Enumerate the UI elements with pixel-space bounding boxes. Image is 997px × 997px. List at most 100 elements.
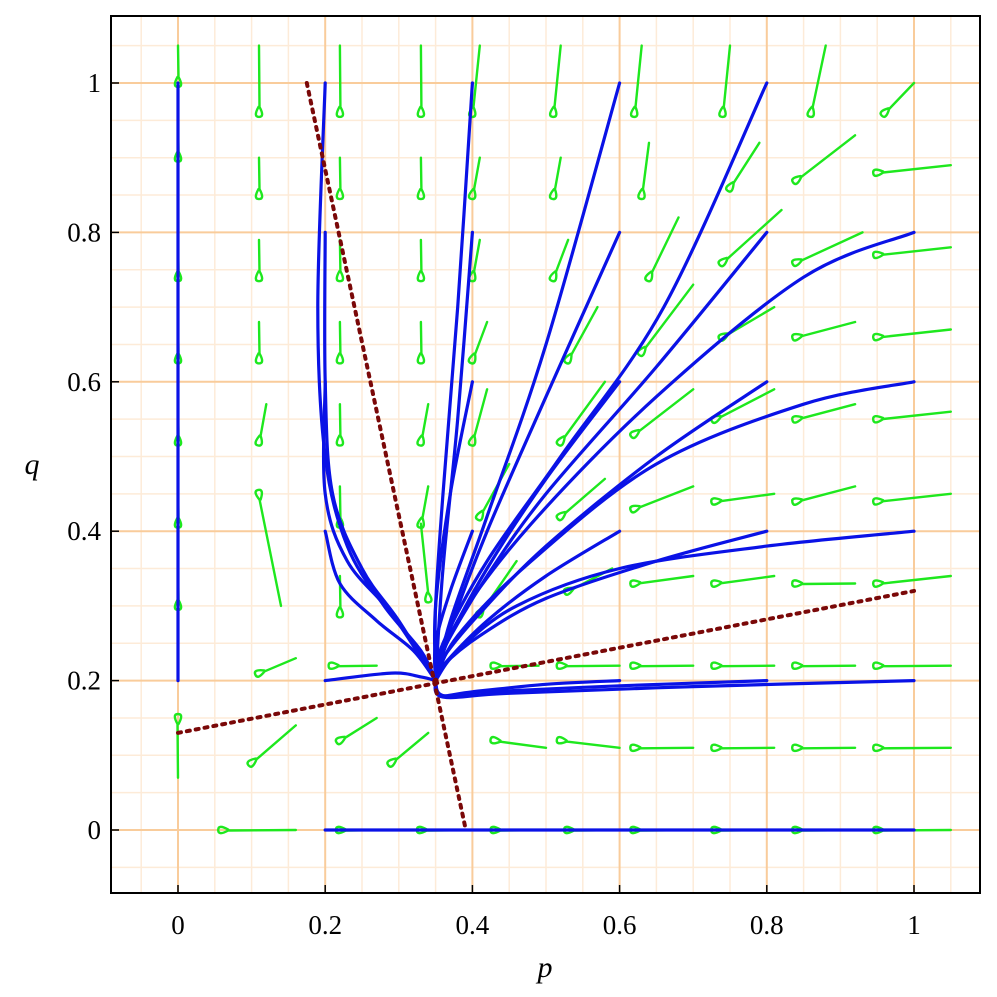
x-axis-ticks: 0 0.2 0.4 0.6 0.8 1 [171, 885, 921, 940]
x-tick-label: 0.8 [750, 910, 784, 940]
direction-arrow [254, 488, 283, 608]
trajectory-curve [323, 671, 438, 683]
direction-arrow [629, 388, 695, 440]
direction-arrow [872, 661, 952, 671]
direction-arrow [548, 156, 562, 201]
direction-arrow [467, 156, 481, 201]
direction-arrow [254, 403, 268, 447]
plot-frame [110, 15, 981, 894]
direction-arrow [467, 320, 489, 365]
direction-arrow [563, 305, 599, 365]
direction-arrow [629, 485, 695, 514]
y-tick-label: 0.6 [67, 367, 101, 397]
trajectory-curve [321, 380, 438, 683]
direction-arrow [416, 44, 426, 119]
trajectory-curve [434, 529, 916, 683]
direction-arrow [416, 320, 426, 365]
trajectory-curve [323, 529, 438, 683]
direction-arrow [489, 735, 548, 749]
x-tick-label: 0.6 [603, 910, 637, 940]
separatrix-line [304, 81, 468, 829]
trajectory-curve [323, 230, 438, 683]
direction-arrow [718, 44, 732, 119]
direction-arrow [724, 141, 761, 193]
x-axis-label: p [536, 951, 553, 984]
direction-arrow [555, 477, 607, 522]
trajectories [176, 81, 916, 832]
direction-arrow [254, 238, 264, 283]
direction-arrow [791, 320, 857, 342]
x-tick-label: 0.2 [308, 910, 342, 940]
direction-arrow [879, 81, 916, 119]
direction-arrow [871, 246, 952, 260]
direction-arrow [791, 579, 857, 588]
direction-arrow [629, 661, 695, 671]
trajectory-curve [434, 230, 916, 683]
trajectory-curve [434, 81, 769, 683]
direction-arrow [416, 485, 430, 529]
direction-arrow [791, 661, 857, 671]
direction-arrow [416, 238, 426, 283]
y-axis-ticks: 0 0.2 0.4 0.6 0.8 1 [67, 68, 119, 845]
direction-arrow [791, 403, 857, 424]
direction-arrow [335, 574, 345, 619]
direction-arrow [335, 320, 345, 365]
direction-arrow [871, 492, 952, 506]
trajectory-curve [434, 81, 622, 683]
direction-arrow [548, 44, 562, 119]
direction-arrow [872, 743, 952, 753]
direction-arrow [555, 661, 621, 671]
direction-arrow [327, 661, 378, 671]
direction-arrow [334, 716, 378, 746]
direction-arrow [548, 238, 570, 283]
direction-arrow [254, 156, 264, 201]
direction-arrow [489, 661, 540, 671]
x-tick-label: 0 [171, 910, 185, 940]
separatrix-line [176, 588, 916, 735]
direction-arrow [416, 403, 430, 447]
y-tick-label: 0.8 [67, 217, 101, 247]
direction-arrow [791, 134, 857, 186]
y-tick-label: 0 [88, 815, 102, 845]
y-tick-label: 0.2 [67, 666, 101, 696]
direction-arrow [555, 380, 607, 447]
trajectory-curve [434, 380, 916, 683]
y-tick-label: 0.4 [67, 516, 101, 546]
direction-arrow [254, 44, 264, 119]
y-tick-label: 1 [88, 68, 102, 98]
direction-arrow [710, 661, 776, 671]
direction-arrow [637, 141, 651, 201]
separatrices [176, 81, 916, 829]
direction-arrow [710, 492, 776, 506]
direction-arrow [217, 825, 297, 835]
direction-arrow [629, 574, 695, 588]
trajectory-curve [432, 529, 474, 683]
direction-arrow [173, 712, 183, 779]
direction-arrow [253, 657, 297, 678]
direction-arrow [335, 156, 345, 201]
direction-arrow [246, 724, 297, 768]
trajectory-curve [433, 679, 916, 700]
direction-arrow [467, 388, 489, 447]
x-tick-label: 0.4 [456, 910, 490, 940]
direction-arrow [335, 44, 345, 119]
equilibrium-point [432, 677, 439, 684]
direction-arrow [871, 410, 952, 424]
direction-arrow [555, 735, 621, 749]
trajectory-curve [434, 679, 769, 698]
direction-arrow [717, 208, 783, 268]
direction-arrow [335, 403, 345, 447]
direction-arrow [629, 44, 643, 119]
direction-arrow [791, 743, 857, 753]
direction-arrow [386, 731, 430, 768]
direction-arrow [644, 216, 680, 283]
direction-arrow [335, 238, 345, 283]
direction-arrow [419, 522, 433, 604]
direction-arrow [871, 164, 952, 178]
direction-arrow [871, 574, 952, 588]
direction-arrow [710, 574, 776, 588]
direction-arrow [416, 156, 426, 201]
direction-arrow [710, 743, 776, 753]
